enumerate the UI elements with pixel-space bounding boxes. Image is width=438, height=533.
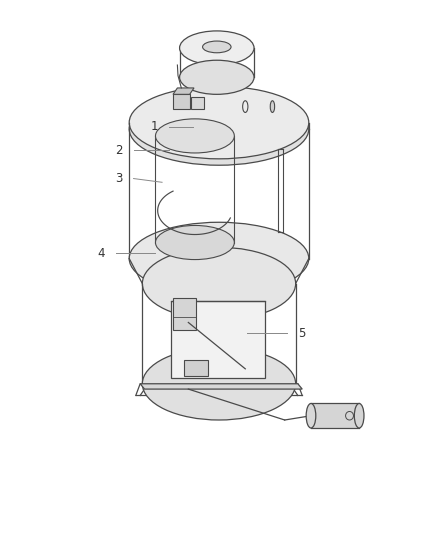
Text: 2: 2 (115, 144, 123, 157)
Ellipse shape (306, 403, 316, 428)
Ellipse shape (180, 60, 254, 94)
FancyBboxPatch shape (171, 301, 265, 378)
Ellipse shape (180, 31, 254, 65)
FancyBboxPatch shape (311, 403, 359, 428)
Ellipse shape (129, 93, 309, 165)
Text: 3: 3 (115, 172, 123, 185)
FancyBboxPatch shape (184, 360, 208, 376)
Text: 1: 1 (150, 120, 158, 133)
Polygon shape (140, 384, 302, 389)
Ellipse shape (202, 41, 231, 53)
Ellipse shape (270, 101, 275, 112)
Ellipse shape (142, 247, 296, 320)
Ellipse shape (155, 225, 234, 260)
Text: 5: 5 (298, 327, 305, 340)
Text: 4: 4 (98, 247, 105, 260)
Polygon shape (173, 94, 190, 109)
Polygon shape (173, 88, 194, 94)
Ellipse shape (243, 101, 248, 112)
Ellipse shape (129, 86, 309, 159)
Ellipse shape (354, 403, 364, 428)
FancyBboxPatch shape (191, 97, 204, 109)
Ellipse shape (155, 119, 234, 153)
Ellipse shape (142, 348, 296, 420)
Ellipse shape (129, 222, 309, 295)
FancyBboxPatch shape (173, 298, 196, 330)
